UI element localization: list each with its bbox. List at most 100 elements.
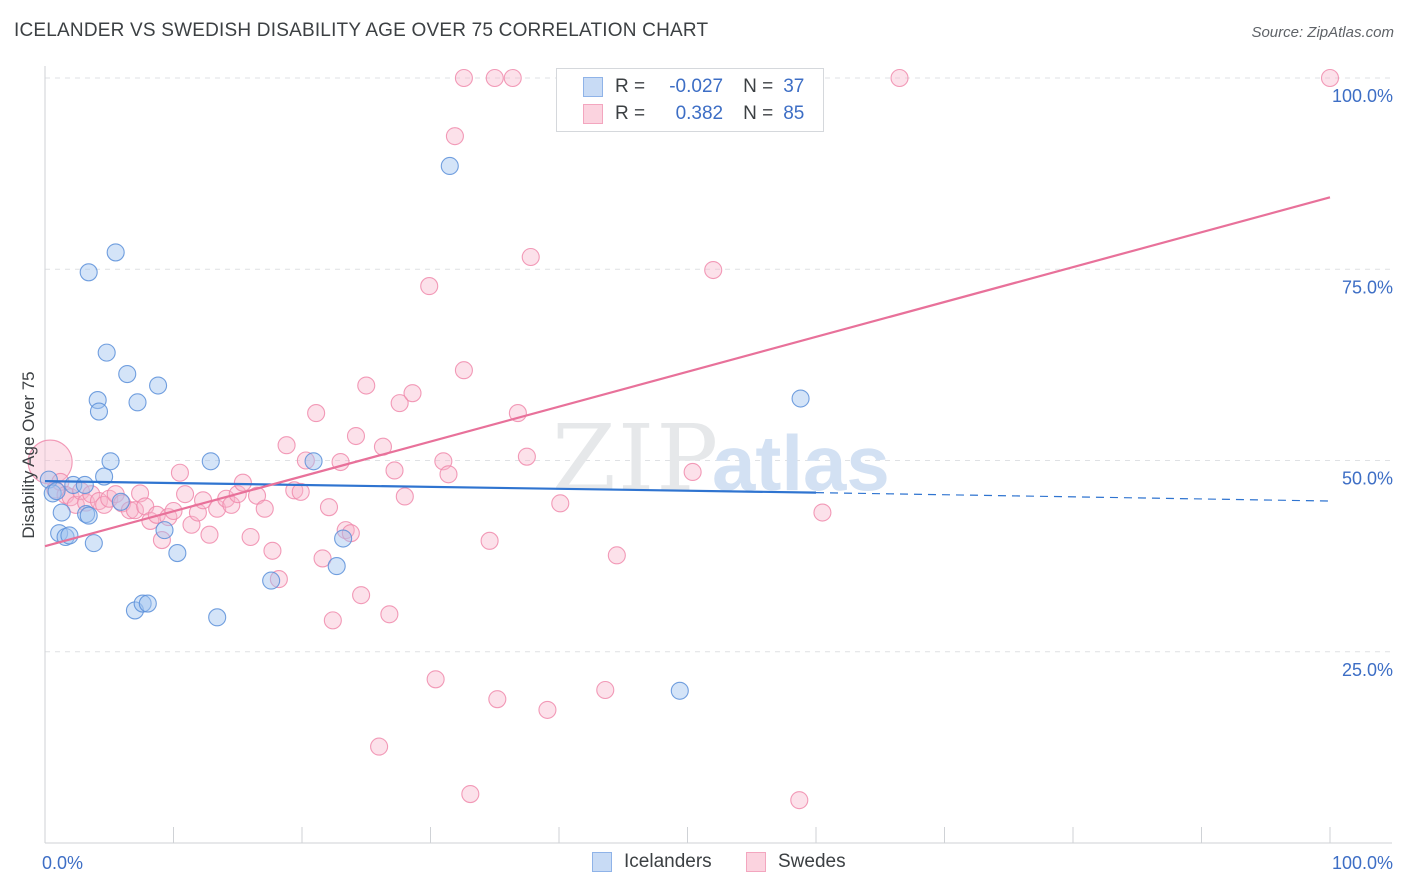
point-icelanders (138, 594, 157, 613)
point-icelanders (106, 243, 125, 262)
legend-r-label: R = (615, 76, 646, 97)
point-swedes (521, 247, 540, 267)
point-swedes (488, 690, 507, 709)
point-swedes (538, 700, 557, 719)
point-icelanders (52, 503, 71, 522)
y-tick-label: 75.0% (1342, 277, 1393, 297)
point-swedes (813, 503, 832, 522)
legend-r-label: R = (615, 103, 646, 124)
point-swedes (125, 501, 144, 520)
point-icelanders (95, 467, 114, 486)
point-icelanders (111, 492, 130, 511)
point-swedes (790, 791, 809, 810)
point-swedes (385, 461, 404, 480)
point-swedes (319, 498, 339, 517)
point-swedes (390, 394, 409, 413)
point-icelanders (133, 594, 152, 613)
legend-label-icelanders: Icelanders (624, 851, 712, 872)
point-swedes (551, 494, 570, 513)
point-swedes (445, 127, 464, 146)
legend-r-value: 0.382 (675, 103, 724, 124)
point-swedes (233, 473, 252, 492)
point-icelanders (47, 482, 66, 501)
point-swedes (200, 525, 219, 544)
point-icelanders (79, 506, 98, 525)
y-tick-label: 100.0% (1332, 86, 1393, 106)
point-icelanders (84, 534, 103, 553)
point-swedes (454, 361, 473, 380)
point-swedes (503, 68, 522, 88)
point-swedes (323, 611, 342, 630)
correlation-legend: R = -0.027 N = 37 R = 0.382 N = 85 (556, 68, 824, 132)
tick-labels: 25.0% 50.0% 75.0% 100.0% 0.0% 100.0% (42, 86, 1393, 873)
x-tick-label: 0.0% (42, 853, 83, 873)
point-icelanders (101, 452, 120, 471)
point-swedes (255, 499, 274, 518)
legend-n-value: 85 (783, 103, 805, 124)
point-icelanders (262, 571, 281, 590)
point-icelanders (75, 475, 94, 495)
point-icelanders (128, 393, 147, 412)
legend-r-value: -0.027 (669, 76, 724, 97)
point-swedes (596, 680, 615, 700)
point-icelanders (118, 365, 137, 384)
point-swedes (485, 68, 504, 88)
point-swedes (285, 481, 304, 500)
point-swedes (395, 487, 414, 506)
source-credit: Source: ZipAtlas.com (1251, 24, 1394, 41)
point-icelanders (89, 402, 109, 421)
point-swedes (380, 605, 399, 624)
y-tick-label: 25.0% (1342, 660, 1393, 680)
point-icelanders (334, 529, 353, 548)
point-icelanders (79, 263, 98, 282)
legend-row-icelanders: R = -0.027 N = 37 (557, 73, 804, 101)
point-swedes (82, 485, 101, 504)
point-swedes (277, 436, 296, 455)
legend-n-value: 37 (783, 76, 805, 97)
trend-lines (44, 196, 1331, 548)
point-swedes (517, 447, 536, 466)
legend-item-icelanders[interactable]: Icelanders (592, 851, 712, 873)
watermark-zip: ZIP (552, 405, 720, 512)
legend-swatch-swedes (746, 852, 766, 872)
point-swedes (296, 451, 315, 470)
point-icelanders (168, 544, 187, 563)
point-icelanders (670, 681, 689, 700)
point-swedes (439, 465, 458, 484)
point-swedes (291, 482, 310, 501)
point-icelanders (201, 452, 220, 471)
legend-row-swedes: R = 0.382 N = 85 (557, 100, 804, 128)
legend-n-label: N = (743, 103, 774, 124)
gridlines (45, 77, 1392, 653)
point-icelanders (327, 557, 346, 576)
legend-item-swedes[interactable]: Swedes (746, 851, 846, 873)
y-tick-label: 50.0% (1342, 469, 1393, 489)
point-icelanders (155, 521, 174, 540)
point-swedes (890, 68, 909, 88)
point-swedes (176, 485, 195, 504)
point-icelanders (149, 376, 168, 395)
trend-line-icelanders (44, 480, 817, 494)
trend-line-swedes (44, 196, 1331, 548)
point-swedes (426, 670, 445, 689)
legend-swatch-icelanders (592, 852, 612, 872)
point-swedes (480, 531, 499, 550)
trend-line-icelanders-extension (815, 492, 1331, 502)
point-swedes (683, 462, 702, 482)
point-swedes (704, 260, 723, 280)
point-swedes (313, 549, 332, 568)
point-swedes (170, 463, 189, 482)
point-icelanders (791, 389, 810, 408)
axes (44, 66, 1392, 844)
point-swedes (1320, 68, 1340, 88)
legend-label-swedes: Swedes (778, 851, 846, 872)
point-swedes (370, 737, 389, 756)
point-swedes (420, 277, 439, 296)
point-swedes (461, 784, 480, 804)
point-icelanders (440, 156, 459, 176)
legend-swatch-icelanders (583, 77, 603, 97)
watermark: ZIP atlas (552, 405, 890, 512)
point-swedes (263, 541, 282, 560)
legend-n-label: N = (743, 76, 774, 97)
